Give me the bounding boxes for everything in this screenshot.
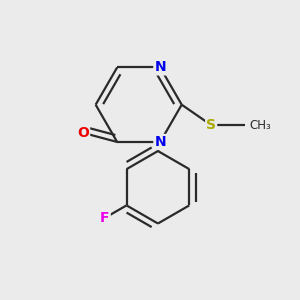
Text: N: N (154, 135, 166, 149)
Text: CH₃: CH₃ (250, 118, 272, 132)
Text: S: S (206, 118, 216, 132)
Text: N: N (154, 60, 166, 74)
Text: F: F (100, 211, 110, 225)
Text: O: O (77, 126, 89, 140)
